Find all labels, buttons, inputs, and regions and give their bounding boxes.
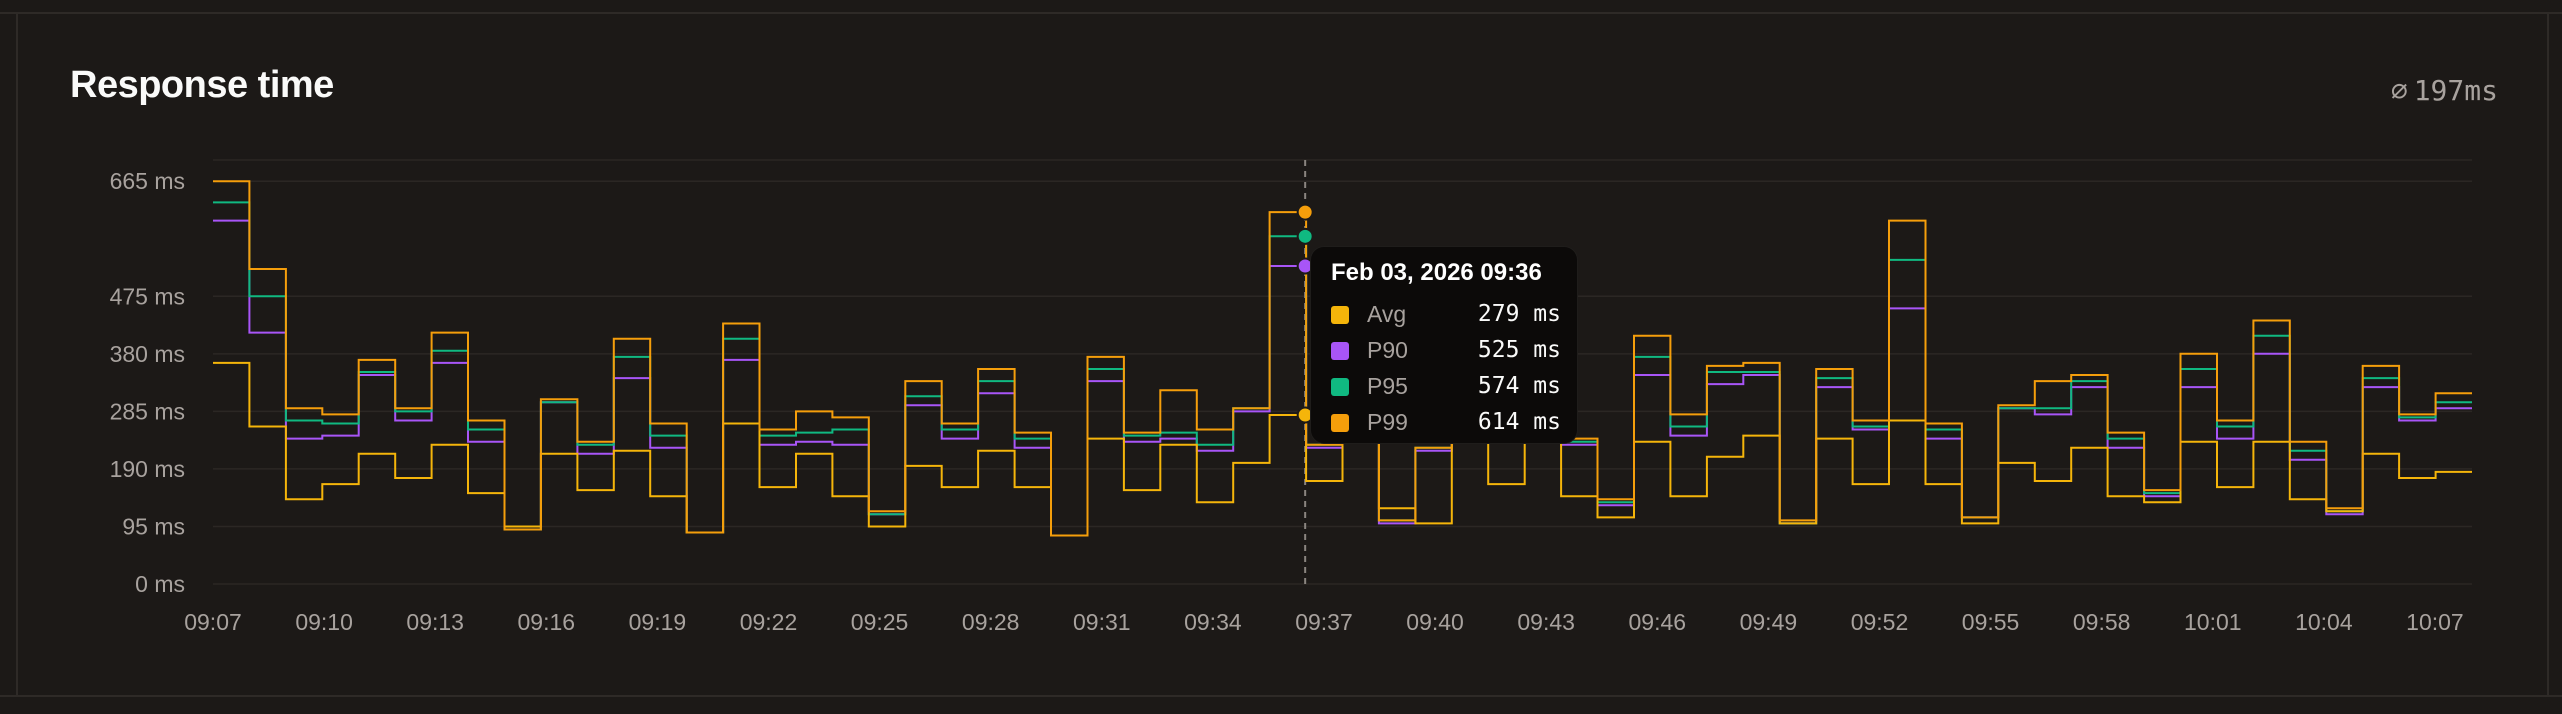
tooltip-swatch-p99 [1331, 414, 1349, 432]
tooltip-title: Feb 03, 2026 09:36 [1331, 259, 1542, 286]
x-tick-label: 09:16 [518, 609, 576, 635]
y-tick-label: 190 ms [110, 456, 185, 482]
panel-title: Response time [70, 64, 334, 106]
tooltip-value: 525 ms [1477, 337, 1561, 363]
x-tick-label: 10:04 [2295, 609, 2353, 635]
tooltip-swatch-p90 [1331, 342, 1349, 360]
x-tick-label: 09:58 [2073, 609, 2131, 635]
x-tick-label: 09:19 [629, 609, 687, 635]
x-tick-label: 09:37 [1295, 609, 1353, 635]
x-tick-label: 09:43 [1517, 609, 1575, 635]
tooltip-label: P95 [1367, 373, 1408, 399]
tooltip-value: 279 ms [1477, 301, 1561, 327]
y-tick-label: 475 ms [110, 283, 185, 309]
tooltip-row-p95: P95 574 ms [1331, 369, 1561, 405]
tooltip-row-p90: P90 525 ms [1331, 333, 1561, 369]
y-tick-label: 380 ms [110, 341, 185, 367]
hover-point-p99 [1296, 203, 1314, 221]
x-tick-label: 09:07 [184, 609, 242, 635]
x-tick-label: 09:34 [1184, 609, 1242, 635]
tooltip-row-p99: P99 614 ms [1331, 405, 1561, 441]
chart-tooltip: Feb 03, 2026 09:36 Avg 279 ms P90 525 ms… [1310, 246, 1578, 444]
x-tick-label: 09:40 [1406, 609, 1464, 635]
y-tick-label: 0 ms [135, 571, 185, 597]
series-line-avg [213, 361, 2472, 537]
tooltip-label: P99 [1367, 409, 1408, 435]
x-tick-label: 09:25 [851, 609, 909, 635]
x-tick-label: 09:22 [740, 609, 798, 635]
average-value: 197ms [2413, 74, 2498, 107]
x-tick-label: 10:07 [2406, 609, 2464, 635]
y-tick-label: 665 ms [110, 168, 185, 194]
hover-point-p95 [1296, 227, 1314, 245]
average-readout: ⌀ 197ms [2391, 74, 2498, 107]
x-tick-label: 09:10 [295, 609, 353, 635]
bottom-divider [0, 695, 2562, 697]
x-tick-label: 09:52 [1851, 609, 1909, 635]
y-tick-label: 95 ms [122, 513, 185, 539]
tooltip-swatch-p95 [1331, 378, 1349, 396]
x-tick-label: 09:28 [962, 609, 1020, 635]
tooltip-label: P90 [1367, 337, 1408, 363]
tooltip-value: 614 ms [1477, 409, 1561, 435]
x-tick-label: 09:13 [406, 609, 464, 635]
y-tick-label: 285 ms [110, 398, 185, 424]
response-time-panel [16, 14, 2549, 695]
tooltip-value: 574 ms [1477, 373, 1561, 399]
x-tick-label: 10:01 [2184, 609, 2242, 635]
average-icon: ⌀ [2390, 74, 2408, 107]
x-tick-label: 09:46 [1628, 609, 1686, 635]
x-tick-label: 09:49 [1740, 609, 1798, 635]
top-divider [0, 12, 2562, 14]
tooltip-label: Avg [1367, 301, 1407, 327]
x-tick-label: 09:55 [1962, 609, 2020, 635]
tooltip-row-avg: Avg 279 ms [1331, 297, 1561, 333]
tooltip-swatch-avg [1331, 306, 1349, 324]
x-tick-label: 09:31 [1073, 609, 1131, 635]
